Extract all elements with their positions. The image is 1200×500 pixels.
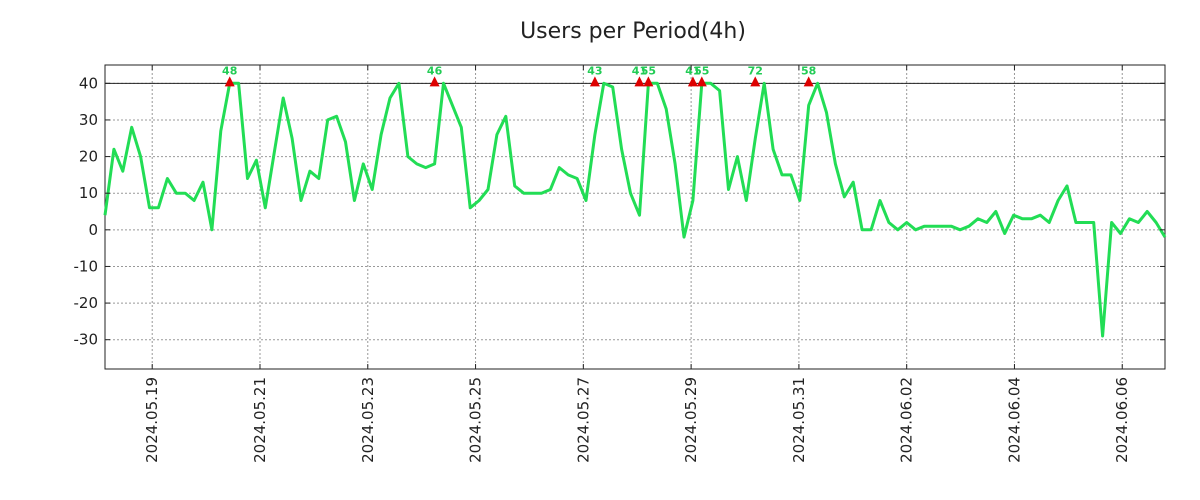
peak-label: 55 (641, 64, 656, 77)
peak-marker (224, 76, 235, 87)
x-tick-label: 2024.05.19 (143, 377, 161, 463)
y-tick-label: 0 (88, 221, 98, 239)
peak-label: 46 (427, 64, 443, 77)
peak-marker (750, 76, 761, 87)
peak-label: 41 (685, 64, 700, 77)
peak-label: 58 (801, 64, 816, 77)
peak-label: 41 (632, 64, 647, 77)
y-tick-label: 30 (79, 111, 98, 129)
peak-marker (803, 76, 814, 87)
peak-label: 43 (587, 64, 602, 77)
peak-marker (589, 76, 600, 87)
peak-label: 48 (222, 64, 237, 77)
y-tick-label: -20 (74, 294, 99, 312)
y-tick-label: 20 (79, 148, 98, 166)
peak-marker (696, 76, 707, 87)
peak-marker (687, 76, 698, 87)
peak-label: 55 (694, 64, 709, 77)
y-axis-ticks: 40 30 20 10 0 -10 -20 -30 (74, 74, 1165, 349)
y-tick-label: -30 (74, 331, 99, 349)
x-axis-ticks: 2024.05.19 2024.05.21 2024.05.23 2024.05.25… (143, 65, 1131, 463)
x-tick-label: 2024.05.21 (251, 377, 269, 463)
chart-title: Users per Period(4h) (520, 19, 746, 44)
x-tick-label: 2024.05.23 (359, 377, 377, 463)
x-tick-label: 2024.05.27 (574, 377, 592, 463)
x-tick-label: 2024.06.06 (1113, 377, 1131, 463)
peak-marker (429, 76, 440, 87)
peak-label: 72 (748, 64, 763, 77)
grid-lines (105, 65, 1165, 369)
y-tick-label: -10 (74, 257, 99, 275)
x-tick-label: 2024.06.02 (898, 377, 916, 463)
x-tick-label: 2024.05.29 (682, 377, 700, 463)
series-layer (103, 81, 1167, 338)
y-tick-label: 10 (79, 184, 98, 202)
x-tick-label: 2024.05.31 (790, 377, 808, 463)
plot-area (104, 64, 1166, 370)
peak-marker (643, 76, 654, 87)
x-tick-label: 2024.05.25 (467, 377, 485, 463)
x-tick-label: 2024.06.04 (1005, 377, 1023, 463)
y-tick-label: 40 (79, 74, 98, 92)
peak-marker (634, 76, 645, 87)
series-line-users (103, 81, 1167, 338)
